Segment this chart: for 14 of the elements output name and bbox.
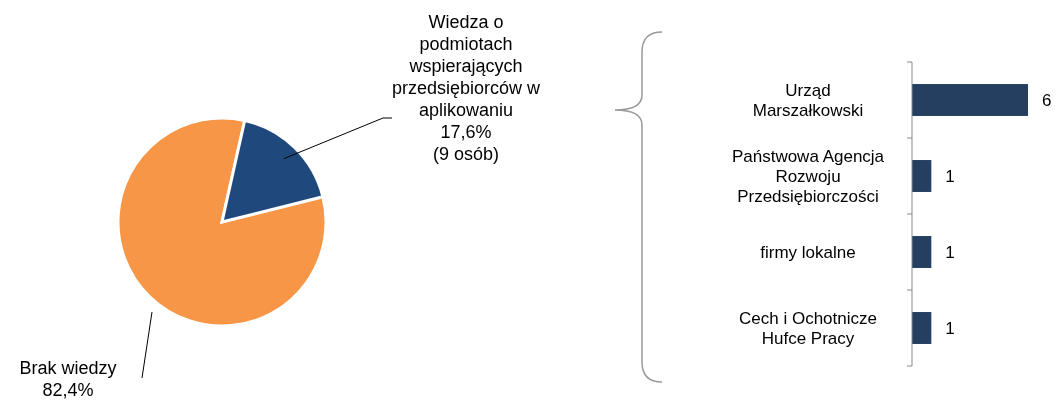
slice-label: Wiedza o podmiotach wspierających przedsiębiorców w aplikowaniu [391,12,542,120]
slice-label: Brak wiedzy [19,358,117,378]
pie-slice [220,119,325,224]
pie-slice [116,116,328,328]
data-label: 1 [945,319,955,338]
y-tick-label: firmy lokalne [760,243,856,262]
data-label: 1 [945,167,955,186]
y-tick-label: Państwowa Agencja Rozwoju Przedsiębiorczości [731,147,885,206]
y-tick-label: Urząd Marszałkowski [752,81,864,120]
y-tick-label: Cech i Ochotnicze Hufce Pracy [739,309,877,348]
data-label: 17,6% (9 osób) [432,122,500,164]
data-label: 6 [1042,91,1052,110]
data-label: 82,4% [42,380,94,400]
data-label: 1 [945,243,955,262]
